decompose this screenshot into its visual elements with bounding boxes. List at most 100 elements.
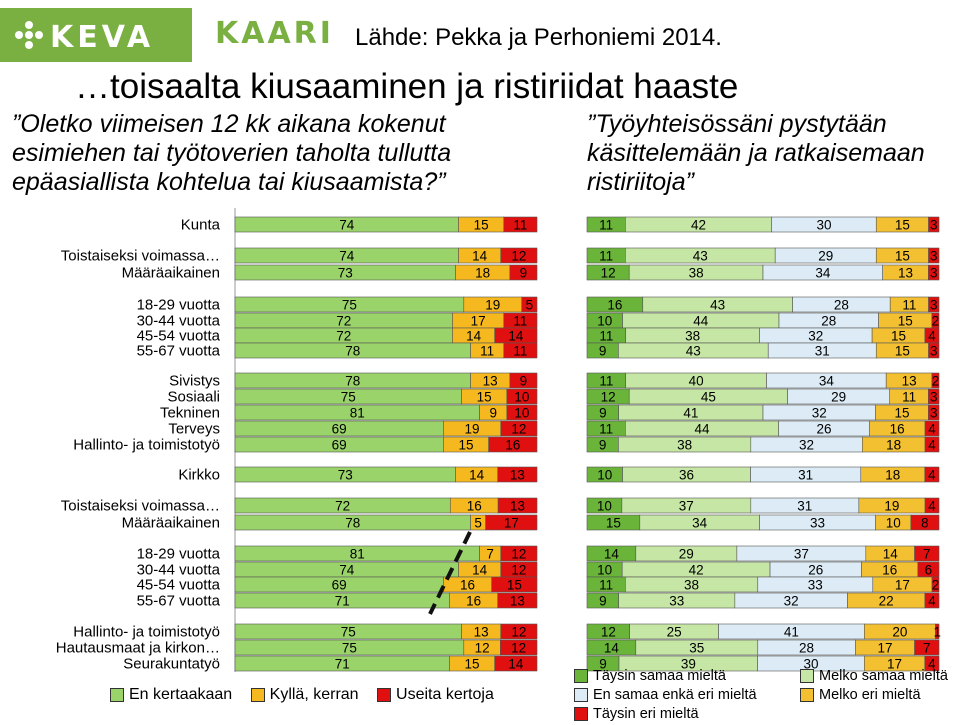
right-data-label: 18 [886, 438, 901, 453]
right-data-label: 39 [681, 657, 696, 672]
right-data-label: 3 [930, 406, 938, 421]
left-bar-segment [497, 592, 538, 609]
right-data-label: 14 [604, 641, 620, 656]
kaari-logo: KAARI [215, 16, 334, 51]
right-data-label: 13 [902, 374, 917, 389]
left-data-label: 14 [469, 468, 485, 483]
left-bar-segment [509, 372, 538, 389]
right-data-label: 29 [679, 547, 694, 562]
page-title: …toisaalta kiusaaminen ja ristiriidat ha… [75, 67, 739, 106]
left-data-label: 69 [332, 578, 347, 593]
right-bar-segment [928, 264, 940, 281]
right-data-label: 32 [799, 438, 814, 453]
right-legend-item-agree-some: Melko samaa mieltä [800, 668, 948, 684]
left-data-label: 74 [339, 563, 355, 578]
right-data-label: 11 [902, 298, 916, 313]
right-data-label: 36 [679, 468, 694, 483]
left-data-label: 13 [483, 374, 498, 389]
left-data-label: 15 [474, 218, 489, 233]
right-data-label: 7 [923, 547, 931, 562]
right-data-label: 15 [606, 516, 621, 531]
right-data-label: 4 [928, 657, 936, 672]
right-data-label: 19 [884, 499, 899, 514]
keva-flower-icon [15, 21, 43, 49]
left-data-label: 16 [505, 438, 520, 453]
right-data-label: 13 [898, 266, 913, 281]
left-data-label: 15 [507, 578, 522, 593]
right-data-label: 10 [597, 563, 612, 578]
category-label: Terveys [168, 421, 220, 438]
category-label: Hallinto- ja toimistotyö [73, 437, 220, 454]
legend-once: Kyllä, kerran [250, 686, 359, 703]
right-bar-segment [935, 623, 940, 640]
legend-often: Useita kertoja [377, 686, 494, 703]
left-bar-segment [485, 514, 538, 531]
category-label: Määräaikainen [122, 265, 220, 282]
left-data-label: 74 [339, 218, 355, 233]
right-data-label: 16 [882, 563, 897, 578]
left-question: ”Oletko viimeisen 12 kk aikana kokenut e… [12, 110, 452, 196]
right-bar-segment [924, 497, 940, 514]
legend-disagree-full-swatch [574, 707, 588, 722]
right-data-label: 20 [892, 625, 907, 640]
left-data-label: 13 [510, 499, 525, 514]
left-data-label: 5 [474, 516, 482, 531]
left-data-label: 9 [489, 406, 497, 421]
left-data-label: 75 [342, 641, 357, 656]
right-data-label: 41 [784, 625, 799, 640]
left-data-label: 72 [336, 314, 351, 329]
right-data-label: 32 [784, 594, 799, 609]
right-data-label: 38 [685, 329, 700, 344]
left-bar-segment [494, 655, 538, 672]
right-data-label: 17 [877, 641, 892, 656]
right-data-label: 42 [689, 563, 704, 578]
category-label: 55-67 vuotta [137, 593, 221, 610]
right-question: ”Työyhteisössäni pystytään käsittelemään… [587, 110, 925, 196]
right-data-label: 3 [930, 218, 938, 233]
right-data-label: 11 [599, 578, 613, 593]
left-data-label: 18 [475, 266, 490, 281]
left-data-label: 12 [511, 563, 526, 578]
right-data-label: 29 [831, 390, 846, 405]
left-bar-segment [497, 497, 538, 514]
right-data-label: 6 [925, 563, 933, 578]
source-text: Lähde: Pekka ja Perhoniemi 2014. [355, 24, 722, 51]
left-legend: En kertaakaan Kyllä, kerran Useita kerto… [110, 686, 494, 704]
right-bar-segment [928, 247, 940, 264]
legend-agree-some-swatch [800, 669, 814, 684]
right-data-label: 28 [834, 298, 849, 313]
right-data-label: 2 [932, 374, 940, 389]
legend-agree-full-swatch [574, 669, 588, 684]
right-data-label: 3 [930, 390, 938, 405]
keva-logo-text: KEVA [50, 20, 155, 55]
category-label: Määräaikainen [122, 515, 220, 532]
right-bar-segment [924, 420, 940, 437]
left-data-label: 73 [338, 468, 353, 483]
right-data-label: 11 [599, 249, 613, 264]
left-data-label: 81 [350, 406, 365, 421]
right-data-label: 10 [597, 314, 612, 329]
right-data-label: 15 [895, 218, 910, 233]
left-data-label: 78 [345, 374, 360, 389]
left-data-label: 12 [511, 625, 526, 640]
keva-logo: KEVA [0, 8, 192, 62]
left-data-label: 16 [467, 499, 482, 514]
right-data-label: 14 [604, 547, 620, 562]
right-data-label: 25 [667, 625, 682, 640]
left-data-label: 75 [341, 625, 356, 640]
right-data-label: 30 [803, 657, 818, 672]
right-data-label: 34 [819, 374, 835, 389]
right-data-label: 3 [930, 298, 938, 313]
left-data-label: 14 [508, 329, 524, 344]
left-data-label: 16 [460, 578, 475, 593]
category-label: Toistaiseksi voimassa… [61, 498, 220, 515]
category-label: 30-44 vuotta [137, 562, 221, 579]
legend-often-swatch [377, 687, 392, 702]
right-bar-segment [910, 514, 940, 531]
right-bar-segment [928, 404, 940, 421]
left-data-label: 72 [335, 499, 350, 514]
left-bar-segment [506, 388, 538, 405]
right-data-label: 3 [930, 249, 938, 264]
right-data-label: 44 [694, 422, 710, 437]
